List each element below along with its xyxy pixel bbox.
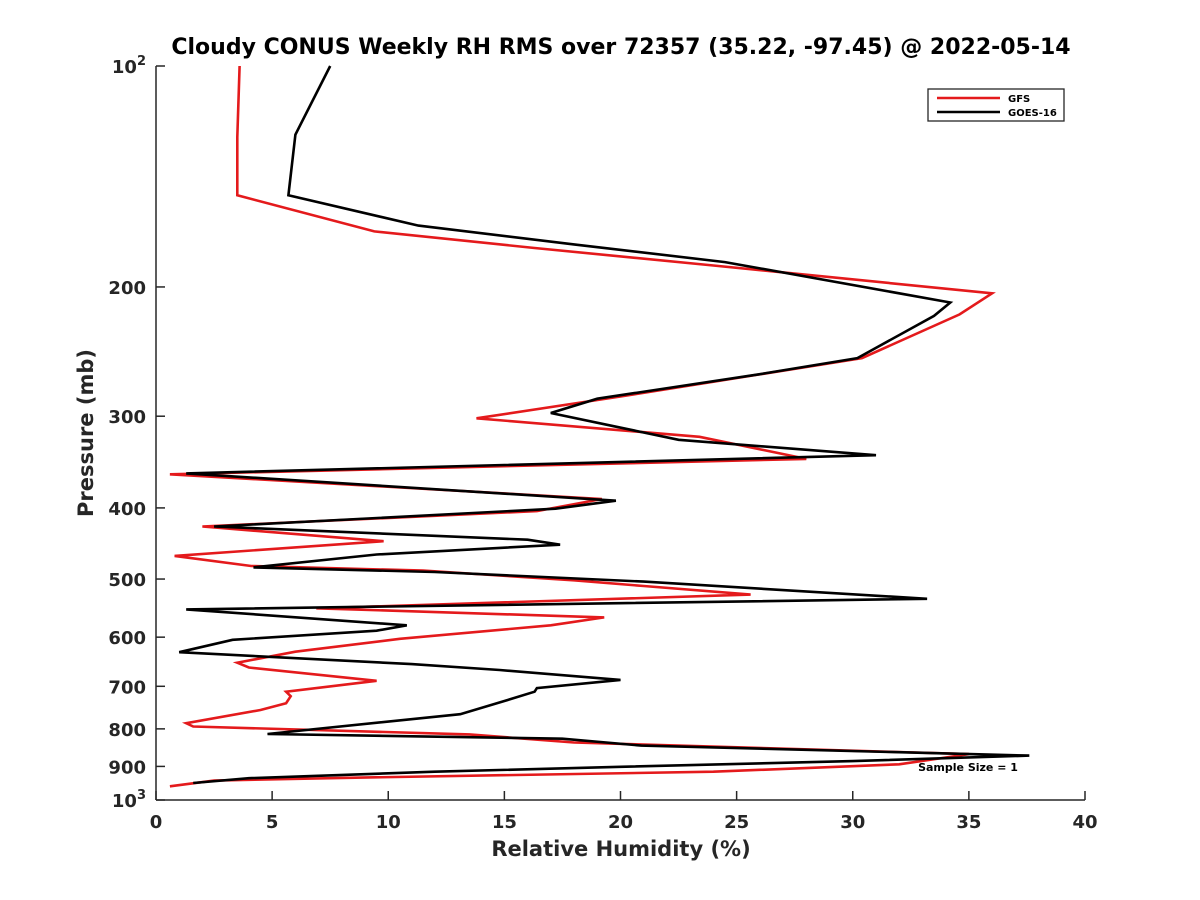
- chart-title: Cloudy CONUS Weekly RH RMS over 72357 (3…: [171, 35, 1070, 60]
- y-tick-label: 200: [108, 278, 146, 299]
- x-tick-label: 25: [724, 812, 749, 833]
- y-tick-label: 900: [108, 757, 146, 778]
- y-tick-label-power: 102: [112, 54, 146, 78]
- x-tick-label: 40: [1072, 812, 1097, 833]
- series-line-goes-16: [178, 65, 1030, 785]
- x-tick-label: 30: [840, 812, 865, 833]
- legend: GFS GOES-16: [927, 88, 1065, 122]
- legend-label: GFS: [1008, 94, 1030, 105]
- sample-size-annotation: Sample Size = 1: [918, 761, 1018, 774]
- y-tick-label: 400: [108, 499, 146, 520]
- axes-layer: 0 5 10 15 20 25 30 35 40 102 200 300 400 500 600 700 800…: [108, 54, 1097, 833]
- legend-box: [927, 88, 1065, 122]
- y-tick-label: 300: [108, 407, 146, 428]
- x-axis-label: Relative Humidity (%): [491, 837, 750, 861]
- y-tick-label-power: 103: [112, 788, 146, 812]
- legend-label: GOES-16: [1008, 108, 1057, 119]
- series-layer: [169, 65, 1030, 788]
- x-tick-label: 10: [376, 812, 401, 833]
- series-line-gfs: [169, 65, 996, 788]
- x-tick-label: 0: [150, 812, 163, 833]
- y-tick-label: 500: [108, 570, 146, 591]
- y-tick-label: 600: [108, 628, 146, 649]
- x-tick-label: 15: [492, 812, 517, 833]
- x-tick-label: 5: [266, 812, 279, 833]
- x-tick-label: 35: [956, 812, 981, 833]
- y-axis-label: Pressure (mb): [74, 349, 98, 517]
- x-tick-label: 20: [608, 812, 633, 833]
- y-tick-label: 700: [108, 677, 146, 698]
- y-tick-label: 800: [108, 720, 146, 741]
